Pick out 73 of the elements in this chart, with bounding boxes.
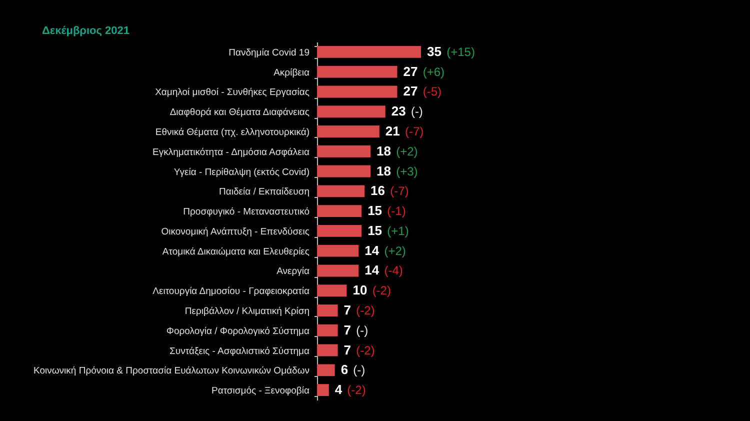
annotation: (+15) <box>446 44 475 59</box>
bar <box>317 185 365 198</box>
annotation: (-2) <box>372 284 391 298</box>
data-label: 27 <box>403 64 418 79</box>
data-label: 18 <box>376 163 391 178</box>
y-tick-label: Περιβάλλον / Κλιματική Κρίση <box>184 306 310 317</box>
y-tick-label: Πανδημία Covid 19 <box>228 47 310 58</box>
bar <box>317 284 347 297</box>
bar <box>317 344 338 356</box>
data-label: 14 <box>364 242 380 258</box>
data-label: 6 <box>340 362 348 378</box>
data-label: 7 <box>344 302 352 318</box>
y-tick-label: Ατομικά Δικαιώματα και Ελευθερίες <box>162 246 310 258</box>
bar <box>317 126 380 138</box>
y-tick-label: Ρατσισμός - Ξενοφοβία <box>211 386 310 397</box>
y-tick-label: Κοινωνική Πρόνοια & Προστασία Ευάλωτων Κοινωνικών Ομάδων <box>34 366 310 377</box>
annotation: (-) <box>356 323 368 338</box>
bar <box>317 244 359 257</box>
y-tick-label: Ανεργία <box>276 266 310 278</box>
bar <box>317 384 329 396</box>
bar <box>317 66 398 78</box>
annotation: (-5) <box>422 84 442 99</box>
data-label: 16 <box>370 183 386 198</box>
bar <box>317 46 421 58</box>
bar <box>317 304 338 316</box>
data-label: 15 <box>368 203 382 218</box>
y-tick-label: Παιδεία / Εκπαίδευση <box>219 186 310 198</box>
data-label: 14 <box>364 262 380 278</box>
y-tick-label: Εθνικά Θέματα (πχ. ελληνοτουρκικά) <box>155 127 310 138</box>
data-label: 21 <box>385 124 400 138</box>
annotation: (-4) <box>384 264 403 278</box>
annotation: (-7) <box>390 184 409 198</box>
y-tick-label: Οικονομική Ανάπτυξη - Επενδύσεις <box>161 226 310 238</box>
bar <box>317 165 370 178</box>
text: Δεκέμβριος 2021 <box>42 25 130 37</box>
y-tick-label: Προσφυγικό - Μεταναστευτικό <box>183 206 310 218</box>
y-tick-label: Εγκληματικότητα - Δημόσια Ασφάλεια <box>152 146 310 158</box>
annotation: (-1) <box>387 204 406 218</box>
y-tick-label: Ακρίβεια <box>274 67 310 78</box>
data-label: 18 <box>376 143 391 158</box>
annotation: (-) <box>410 104 423 119</box>
y-tick-label: Διαφθορά και Θέματα Διαφάνειας <box>170 107 310 118</box>
annotation: (-2) <box>347 383 366 398</box>
bar <box>317 205 362 218</box>
annotation: (-7) <box>405 124 424 138</box>
annotation: (-) <box>353 363 366 378</box>
data-label: 27 <box>403 84 418 99</box>
y-tick-label: Υγεία - Περίθαλψη (εκτός Covid) <box>174 166 310 178</box>
annotation: (+1) <box>387 224 409 238</box>
data-label: 23 <box>391 104 406 119</box>
data-label: 7 <box>344 342 352 358</box>
data-label: 15 <box>368 222 382 238</box>
data-label: 7 <box>344 322 352 338</box>
bar <box>317 324 338 336</box>
annotation: (+6) <box>422 64 445 79</box>
data-label: 35 <box>427 44 442 59</box>
annotation: (-2) <box>356 304 375 318</box>
y-tick-label: Λειτουργία Δημοσίου - Γραφειοκρατία <box>152 286 310 298</box>
y-tick-label: Συντάξεις - Ασφαλιστικό Σύστημα <box>170 346 310 357</box>
y-tick-label: Χαμηλοί μισθοί - Συνθήκες Εργασίας <box>155 87 310 98</box>
annotation: (+3) <box>396 164 418 178</box>
bar <box>317 264 359 277</box>
data-label: 4 <box>334 382 343 398</box>
annotation: (+2) <box>384 244 406 258</box>
bar <box>317 145 370 158</box>
annotation: (-2) <box>356 343 375 358</box>
bar <box>317 86 398 98</box>
y-tick-label: Φορολογία / Φορολογικό Σύστημα <box>166 326 310 337</box>
data-label: 10 <box>352 282 368 298</box>
annotation: (+2) <box>396 144 418 158</box>
bar <box>317 224 362 237</box>
bar <box>317 106 386 118</box>
bar <box>317 364 335 376</box>
